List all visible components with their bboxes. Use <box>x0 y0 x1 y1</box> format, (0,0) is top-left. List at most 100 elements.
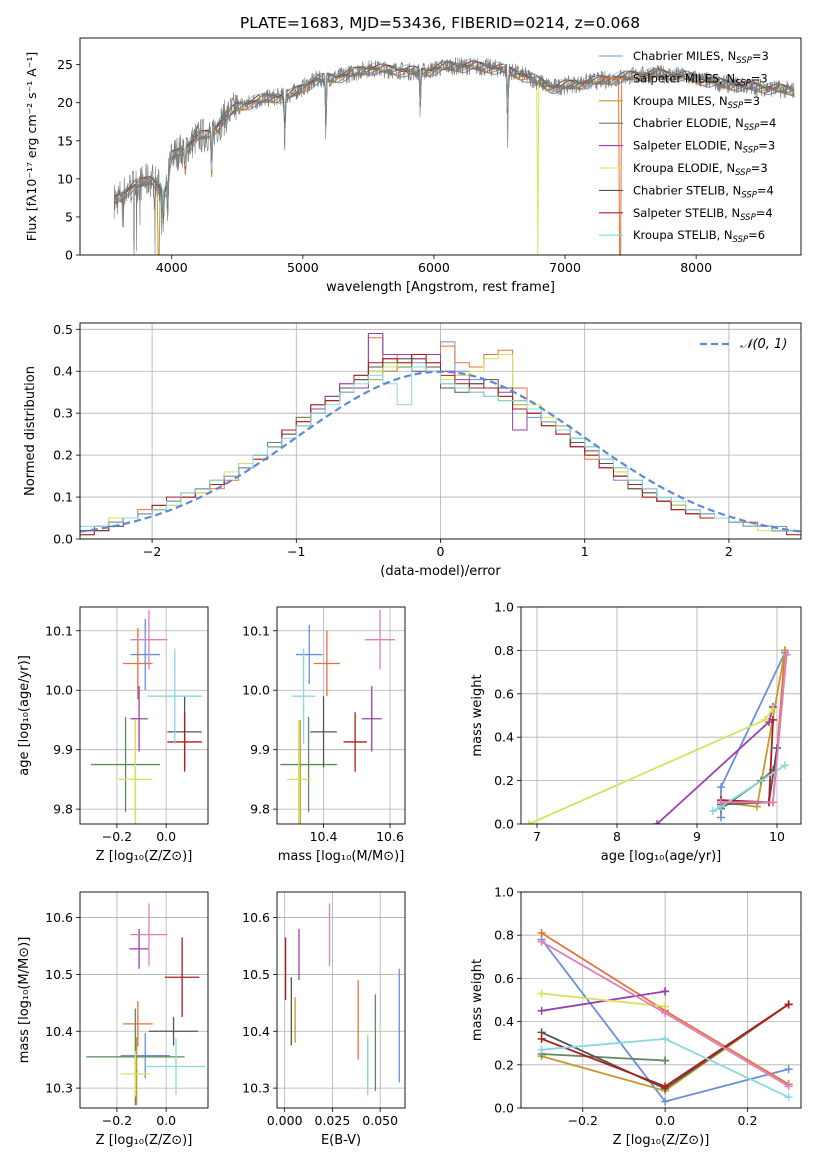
panel-residual-histogram: −2 −1 0 1 2 0.0 0.1 0.2 0.3 0.4 0.5 (data-model)/er… <box>23 322 802 579</box>
x-tick-label: −0.2 <box>102 829 132 844</box>
x-tick-label: 10 <box>769 829 785 844</box>
axes: 4000 5000 6000 7000 8000 0 5 10 15 20 25 wavelength… <box>24 37 802 295</box>
error-point <box>286 719 311 824</box>
grid <box>80 892 208 1108</box>
x-axis-label: mass [log₁₀(M/M⊙)] <box>278 849 405 864</box>
error-point <box>146 1038 206 1095</box>
axes: −0.2 0.0 10.3 10.4 10.5 10.6 Z [log₁₀(Z/Z⊙)] ma… <box>17 891 209 1148</box>
error-point <box>130 903 168 966</box>
weight-marker <box>537 1006 546 1015</box>
axes: 7 8 9 10 0.0 0.2 0.4 0.6 0.8 1.0 age [log₁₀(age/yr… <box>470 600 802 864</box>
plot-area <box>525 646 791 824</box>
weight-marker <box>717 813 725 822</box>
error-point <box>361 686 382 752</box>
y-tick-label: 0.1 <box>53 490 73 505</box>
x-tick-label: −2 <box>143 544 161 559</box>
x-tick-label: 6000 <box>418 260 450 275</box>
panel-mass-vs-Z: −0.2 0.0 10.3 10.4 10.5 10.6 Z [log₁₀(Z/Z⊙)] ma… <box>17 891 209 1148</box>
axes-frame <box>276 891 406 1109</box>
weight-marker <box>769 715 777 724</box>
y-tick-label: 10.0 <box>45 683 73 698</box>
x-tick-label: 7 <box>533 829 541 844</box>
legend: Chabrier MILES, NSSP=3 Salpeter MILES, NS… <box>599 49 776 245</box>
y-tick-label: 10.0 <box>242 683 270 698</box>
x-axis-label: (data-model)/error <box>380 564 501 579</box>
error-point <box>130 686 148 752</box>
axes: 10.4 10.6 9.8 9.9 10.0 10.1 mass [log₁₀(M/M⊙)] <box>242 606 406 864</box>
axes: −0.2 0.0 0.2 0.0 0.2 0.4 0.6 0.8 1.0 Z [log₁₀(Z/Z… <box>470 885 802 1148</box>
y-tick-label: 0.2 <box>53 448 73 463</box>
y-tick-label: 10.5 <box>242 967 270 982</box>
error-point <box>130 609 168 670</box>
y-tick-label: 9.9 <box>250 742 270 757</box>
legend-entry: Chabrier MILES, NSSP=3 <box>633 49 769 66</box>
observed-spectrum-line <box>113 57 795 255</box>
x-tick-label: 0.0 <box>655 1113 675 1128</box>
y-axis-label: age [log₁₀(age/yr)] <box>17 655 32 776</box>
error-point <box>123 1001 153 1047</box>
y-tick-label: 0.2 <box>494 1057 514 1072</box>
error-point <box>118 719 153 824</box>
y-axis-label: mass [log₁₀(M/M⊙)] <box>17 937 32 1064</box>
x-axis-label: wavelength [Angstrom, rest frame] <box>326 280 555 295</box>
legend-entry: Chabrier STELIB, NSSP=4 <box>633 183 774 200</box>
model-spectrum-line <box>113 62 794 255</box>
y-tick-label: 9.9 <box>53 742 73 757</box>
error-point <box>343 712 367 772</box>
legend-entry: Chabrier ELODIE, NSSP=4 <box>633 116 776 133</box>
error-point <box>310 696 337 768</box>
legend-entry: Salpeter ELODIE, NSSP=3 <box>633 139 775 156</box>
panel-age-vs-Z: −0.2 0.0 9.8 9.9 10.0 10.1 Z [log₁₀(Z/Z⊙)] age … <box>17 606 209 864</box>
panel-mass-vs-ebv: 0.000 0.025 0.050 10.3 10.4 10.5 10.6 E(B-V) <box>242 891 406 1148</box>
axes-frame <box>520 891 802 1109</box>
histogram-step <box>80 366 801 539</box>
axes: −2 −1 0 1 2 0.0 0.1 0.2 0.3 0.4 0.5 (data-model)/er… <box>23 322 802 579</box>
y-tick-label: 15 <box>57 133 73 148</box>
error-point <box>147 648 202 744</box>
weight-marker <box>753 802 761 811</box>
weight-marker <box>784 1000 793 1009</box>
x-tick-label: 9 <box>693 829 701 844</box>
plot-area <box>80 333 801 539</box>
error-point <box>91 716 160 813</box>
x-tick-label: 4000 <box>156 260 188 275</box>
weight-marker <box>769 704 777 713</box>
weight-marker <box>784 1082 793 1091</box>
y-tick-label: 10.6 <box>45 910 73 925</box>
weight-marker <box>709 806 717 815</box>
weight-marker <box>781 646 789 655</box>
x-axis-label: Z [log₁₀(Z/Z⊙)] <box>96 849 193 864</box>
weight-marker <box>525 820 533 824</box>
weight-marker <box>661 1034 670 1043</box>
y-tick-label: 1.0 <box>494 600 514 615</box>
weight-marker <box>537 1034 546 1043</box>
y-tick-label: 0.0 <box>494 1101 514 1116</box>
plot-area <box>91 609 202 824</box>
panel-mass-weight-vs-Z: −0.2 0.0 0.2 0.0 0.2 0.4 0.6 0.8 1.0 Z [log₁₀(Z/Z… <box>470 885 802 1148</box>
x-tick-label: 0 <box>437 544 445 559</box>
y-tick-label: 0.4 <box>53 364 73 379</box>
weight-line <box>528 708 774 824</box>
x-tick-label: −0.2 <box>568 1113 598 1128</box>
x-tick-label: 0.050 <box>362 1113 398 1128</box>
grid <box>521 891 801 1109</box>
weight-marker <box>537 929 546 938</box>
weight-marker <box>769 798 777 807</box>
weight-marker <box>537 1045 546 1054</box>
y-tick-label: 9.8 <box>53 802 73 817</box>
x-tick-label: 1 <box>581 544 589 559</box>
weight-marker <box>661 1008 670 1017</box>
y-tick-label: 0.2 <box>494 773 514 788</box>
plot-area <box>280 609 396 824</box>
weight-marker <box>653 820 661 824</box>
weight-series <box>537 1000 793 1091</box>
weight-marker <box>661 1056 670 1065</box>
weight-marker <box>784 1065 793 1074</box>
axes-frame <box>79 37 802 256</box>
weight-marker <box>761 715 769 724</box>
axes-frame <box>79 606 209 825</box>
weight-marker <box>661 1082 670 1091</box>
weight-marker <box>717 783 725 792</box>
error-point <box>291 648 316 744</box>
